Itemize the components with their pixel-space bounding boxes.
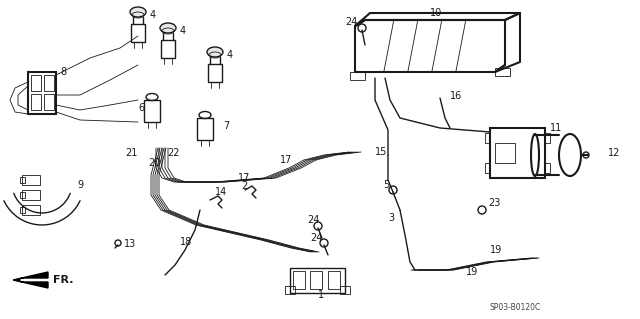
Bar [285,286,295,294]
Ellipse shape [130,7,146,17]
Text: 20: 20 [148,158,161,168]
Text: 4: 4 [227,50,233,60]
Bar [208,64,222,82]
Bar [31,75,41,91]
Bar [20,207,25,213]
Text: 5: 5 [383,180,389,190]
Text: 10: 10 [430,8,442,18]
Text: 2: 2 [241,181,247,191]
Bar [495,143,515,163]
Text: 24: 24 [307,215,319,225]
Bar [31,94,41,110]
Bar [340,286,350,294]
Bar [545,133,550,143]
Bar [545,163,550,173]
Text: 21: 21 [125,148,138,158]
Text: 17: 17 [238,173,250,183]
Text: 15: 15 [375,147,387,157]
Bar [197,118,213,140]
Bar [310,271,322,289]
Text: 18: 18 [180,237,192,247]
Bar [20,192,25,198]
Text: 11: 11 [550,123,563,133]
Ellipse shape [160,23,176,33]
Ellipse shape [207,47,223,57]
Text: 16: 16 [450,91,462,101]
Bar [485,163,490,173]
Bar [44,75,54,91]
Text: 8: 8 [60,67,66,77]
Bar [350,72,365,80]
Text: 6: 6 [138,103,144,113]
Bar [44,94,54,110]
Text: 7: 7 [223,121,229,131]
Bar [485,133,490,143]
Text: 9: 9 [77,180,83,190]
Polygon shape [13,272,48,288]
Text: 19: 19 [466,267,478,277]
Text: 4: 4 [150,10,156,20]
Bar [293,271,305,289]
Text: 22: 22 [167,148,179,158]
Text: 4: 4 [180,26,186,36]
Text: FR.: FR. [53,275,74,285]
Bar [495,68,510,76]
Text: 14: 14 [215,187,227,197]
Text: 3: 3 [388,213,394,223]
Text: 12: 12 [608,148,620,158]
Bar [28,72,56,114]
Text: 24: 24 [310,233,323,243]
Bar [144,100,160,122]
Bar [22,190,40,200]
Text: SP03-B0120C: SP03-B0120C [490,303,541,313]
Bar [22,205,40,215]
Bar [290,268,345,293]
Bar [328,271,340,289]
Text: 17: 17 [280,155,292,165]
Bar [20,177,25,183]
Text: 24: 24 [345,17,357,27]
Text: 13: 13 [124,239,136,249]
Bar [161,40,175,58]
Text: 23: 23 [488,198,500,208]
Bar [131,24,145,42]
Bar [22,175,40,185]
Bar [490,128,545,178]
Text: 19: 19 [490,245,502,255]
Text: 1: 1 [318,290,324,300]
